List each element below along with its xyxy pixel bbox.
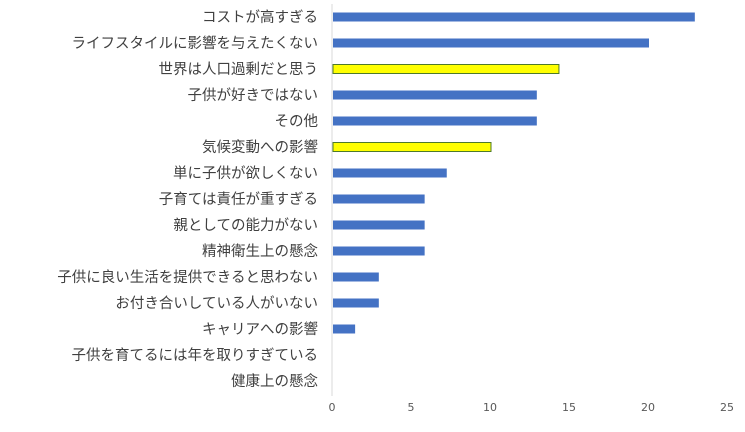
bar (333, 168, 447, 178)
bar (333, 324, 356, 334)
category-label: 気候変動への影響 (202, 138, 318, 156)
bar (332, 142, 492, 152)
category-label: お付き合いしている人がいない (115, 295, 318, 312)
x-tick-label: 25 (720, 401, 734, 414)
category-label: キャリアへの影響 (202, 320, 318, 338)
x-tick-label: 5 (408, 401, 415, 414)
category-label: 世界は人口過剰だと思う (159, 61, 319, 78)
bar (332, 64, 560, 74)
bar (333, 272, 379, 282)
category-label: 子供を育てるには年を取りすぎている (72, 347, 319, 364)
bar (333, 220, 425, 230)
category-label: 子育ては責任が重すぎる (159, 191, 318, 208)
category-label: コストが高すぎる (202, 9, 318, 26)
bar (333, 194, 425, 204)
x-tick-label: 15 (562, 401, 576, 414)
category-label: その他 (275, 113, 319, 130)
bar (333, 38, 649, 48)
category-label: ライフスタイルに影響を与えたくない (72, 34, 319, 52)
category-label: 子供が好きではない (188, 87, 319, 104)
bar (333, 298, 379, 308)
bar (333, 90, 537, 100)
category-label: 単に子供が欲しくない (173, 165, 318, 182)
bar (333, 246, 425, 256)
x-tick-label: 0 (329, 401, 336, 414)
category-label: 精神衛生上の懸念 (202, 242, 318, 260)
x-tick-label: 20 (641, 401, 655, 414)
bar (333, 12, 695, 22)
category-label: 子供に良い生活を提供できると思わない (57, 269, 318, 286)
bar (333, 116, 537, 126)
category-label: 親としての能力がない (173, 217, 318, 234)
x-tick-label: 10 (483, 401, 497, 414)
category-label: 健康上の懸念 (231, 372, 318, 390)
